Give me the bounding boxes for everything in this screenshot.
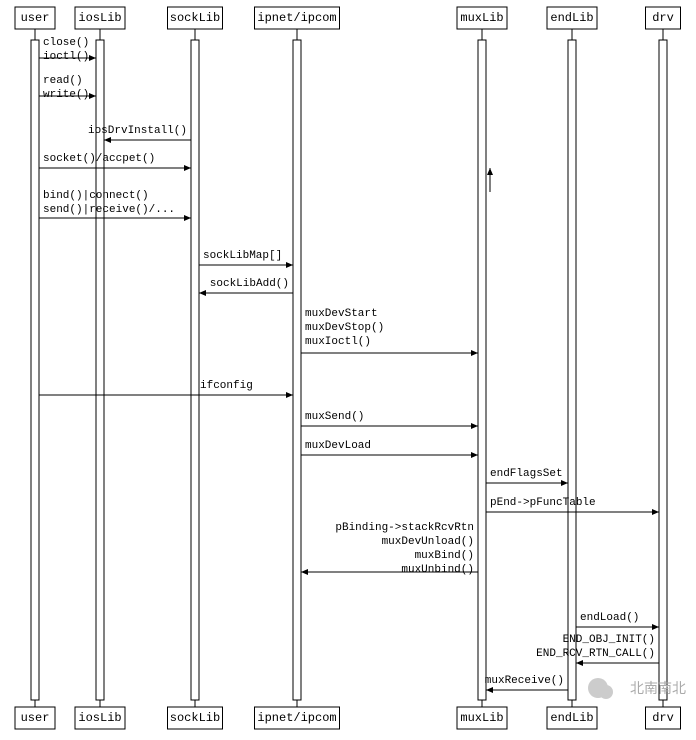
msg-label-1-1: write() [43, 89, 89, 101]
msg-label-15-1: END_RCV_RTN_CALL() [536, 648, 655, 660]
watermark-icon-2 [599, 685, 613, 699]
msg-label-13-1: muxDevUnload() [382, 536, 474, 548]
activation-endLib [568, 40, 576, 700]
footer-label-endLib: endLib [550, 711, 593, 725]
msg-label-1-0: read() [43, 75, 83, 87]
msg-label-7-0: muxDevStart [305, 308, 378, 320]
footer-label-muxLib: muxLib [460, 711, 503, 725]
activation-iosLib [96, 40, 104, 700]
footer-label-sockLib: sockLib [170, 711, 220, 725]
msg-label-2-0: iosDrvInstall() [88, 125, 187, 137]
msg-label-10-0: muxDevLoad [305, 440, 371, 452]
header-label-iosLib: iosLib [78, 11, 121, 25]
msg-label-13-0: pBinding->stackRcvRtn [335, 522, 474, 534]
msg-label-0-1: ioctl() [43, 51, 89, 63]
header-label-ipnet: ipnet/ipcom [257, 11, 336, 25]
msg-label-0-0: close() [43, 37, 89, 49]
footer-label-drv: drv [652, 711, 674, 725]
msg-label-7-2: muxIoctl() [305, 336, 371, 348]
msg-label-14-0: endLoad() [580, 612, 639, 624]
activation-user [31, 40, 39, 700]
msg-label-8-0: ifconfig [200, 380, 253, 392]
msg-label-5-0: sockLibMap[] [203, 250, 282, 262]
msg-label-9-0: muxSend() [305, 411, 364, 423]
footer-label-user: user [21, 711, 50, 725]
header-label-drv: drv [652, 11, 674, 25]
msg-label-15-0: END_OBJ_INIT() [563, 634, 655, 646]
msg-label-3-0: socket()/accpet() [43, 153, 155, 165]
watermark-text: 北南南北 [630, 680, 686, 696]
activation-drv [659, 40, 667, 700]
activation-ipnet [293, 40, 301, 700]
activation-sockLib [191, 40, 199, 700]
footer-label-iosLib: iosLib [78, 711, 121, 725]
msg-label-16-0: muxReceive() [485, 675, 564, 687]
header-label-user: user [21, 11, 50, 25]
header-label-endLib: endLib [550, 11, 593, 25]
activation-muxLib [478, 40, 486, 700]
msg-label-7-1: muxDevStop() [305, 322, 384, 334]
msg-label-4-1: send()|receive()/... [43, 204, 175, 216]
msg-label-6-0: sockLibAdd() [210, 278, 289, 290]
msg-label-13-3: muxUnbind() [401, 564, 474, 576]
msg-label-12-0: pEnd->pFuncTable [490, 497, 596, 509]
header-label-muxLib: muxLib [460, 11, 503, 25]
msg-label-4-0: bind()|connect() [43, 190, 149, 202]
header-label-sockLib: sockLib [170, 11, 220, 25]
msg-label-11-0: endFlagsSet [490, 468, 563, 480]
footer-label-ipnet: ipnet/ipcom [257, 711, 336, 725]
msg-label-13-2: muxBind() [415, 550, 474, 562]
